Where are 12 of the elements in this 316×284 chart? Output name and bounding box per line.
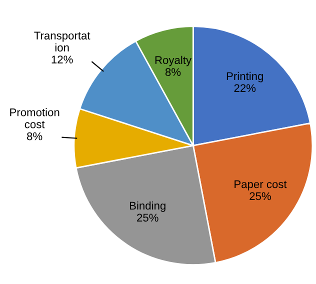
data-label: 25% bbox=[137, 214, 158, 222]
slice-label: Paper cost bbox=[234, 180, 287, 190]
data-label: 12% bbox=[52, 56, 73, 64]
data-label: 8% bbox=[165, 68, 181, 76]
slice-label: Printing bbox=[226, 72, 263, 82]
slice-label: Transportat ion bbox=[34, 32, 90, 52]
data-label: 22% bbox=[234, 84, 256, 92]
data-label: 8% bbox=[27, 132, 42, 140]
data-label: 25% bbox=[250, 192, 271, 200]
slice-label: Binding bbox=[130, 201, 166, 212]
slice-label: Promotion cost bbox=[10, 108, 60, 128]
slice-label: Royalty bbox=[155, 56, 192, 66]
